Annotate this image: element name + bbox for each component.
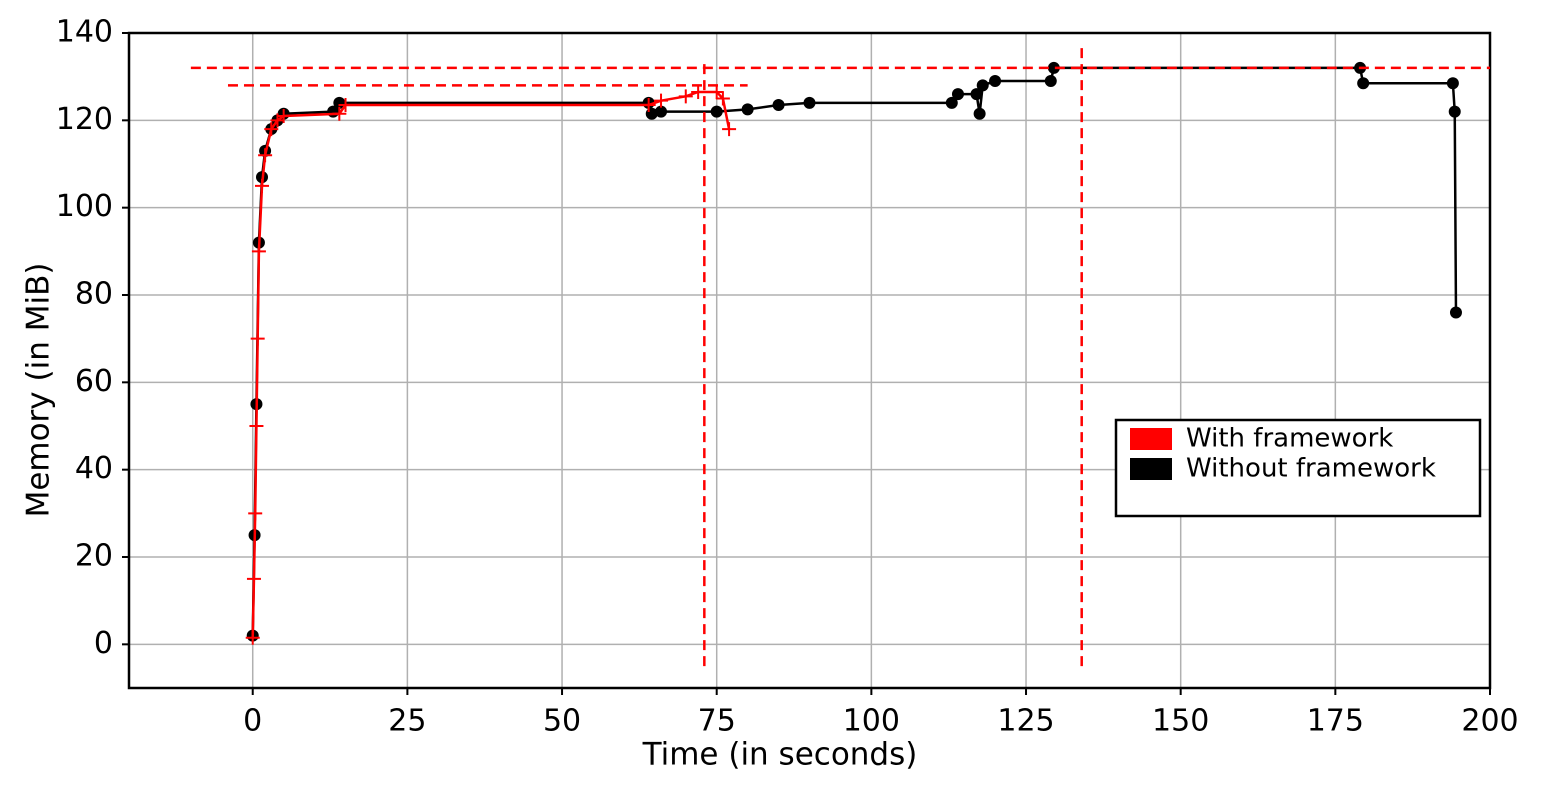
x-tick-label: 200	[1461, 704, 1518, 739]
y-tick-label: 120	[56, 102, 113, 137]
point	[976, 79, 989, 92]
series-line	[251, 90, 731, 638]
point	[245, 630, 260, 645]
point	[973, 107, 986, 120]
y-tick-label: 100	[56, 189, 113, 224]
x-tick-label: 100	[843, 704, 900, 739]
point	[338, 98, 353, 113]
legend-swatch	[1130, 428, 1172, 450]
y-tick-label: 140	[56, 15, 113, 50]
point	[691, 84, 706, 99]
x-tick-label: 150	[1152, 704, 1209, 739]
legend-label: With framework	[1186, 424, 1393, 454]
point	[1044, 75, 1057, 88]
point	[248, 506, 263, 521]
point	[989, 75, 1002, 88]
point	[970, 88, 983, 101]
point	[945, 96, 958, 109]
x-tick-label: 25	[388, 704, 426, 739]
x-tick-label: 0	[243, 704, 262, 739]
legend-frame	[1114, 418, 1482, 518]
point	[715, 91, 730, 106]
x-tick-label: 175	[1307, 704, 1364, 739]
point	[655, 105, 668, 118]
point	[772, 99, 785, 112]
legend-label: Without framework	[1186, 454, 1436, 484]
point	[803, 96, 816, 109]
point	[741, 103, 754, 116]
point	[1446, 77, 1459, 90]
point	[709, 84, 724, 99]
x-tick-label: 50	[543, 704, 581, 739]
point	[264, 122, 279, 137]
point	[249, 419, 264, 433]
y-axis-label: Memory (in MiB)	[21, 263, 57, 518]
point	[255, 178, 270, 193]
point	[678, 89, 693, 104]
x-axis-label: Time (in seconds)	[642, 737, 918, 773]
x-tick-label: 125	[997, 704, 1054, 739]
point	[1047, 61, 1060, 74]
y-tick-label: 0	[94, 626, 113, 661]
x-tick-label: 75	[698, 704, 736, 739]
point	[1357, 77, 1370, 90]
point	[246, 571, 261, 586]
plot-frame	[127, 31, 1492, 690]
series-line	[251, 66, 1458, 636]
point	[654, 93, 669, 108]
point	[276, 108, 291, 123]
point	[1449, 306, 1462, 319]
legend-swatch	[1130, 458, 1172, 480]
y-tick-label: 80	[75, 277, 113, 312]
point	[258, 148, 273, 163]
point	[710, 105, 723, 118]
point	[1448, 105, 1461, 118]
point	[251, 244, 266, 259]
point	[641, 98, 656, 113]
point	[332, 106, 347, 121]
y-tick-label: 20	[75, 539, 113, 574]
point	[951, 88, 964, 101]
y-tick-label: 60	[75, 364, 113, 399]
y-tick-label: 40	[75, 451, 113, 486]
point	[722, 122, 737, 137]
point	[250, 331, 265, 346]
